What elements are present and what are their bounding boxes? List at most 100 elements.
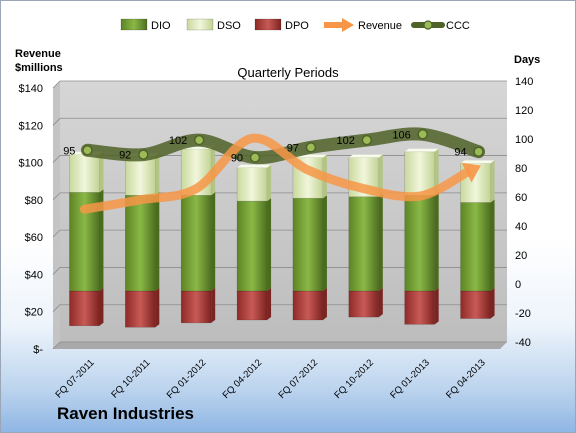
dpo-bar-side bbox=[267, 288, 272, 320]
ccc-marker bbox=[138, 149, 149, 160]
dso-bar-side bbox=[267, 164, 272, 202]
dpo-bar-side bbox=[211, 288, 216, 323]
left-tick-label: $140 bbox=[19, 83, 43, 95]
dio-bar bbox=[460, 202, 491, 292]
gridline-side bbox=[52, 192, 61, 201]
chart-title: Quarterly Periods bbox=[237, 65, 339, 80]
x-tick-label: FQ 04-2013 bbox=[444, 357, 488, 401]
dpo-bar bbox=[348, 290, 380, 318]
plot-floor bbox=[53, 342, 507, 349]
left-axis-title: $millions bbox=[15, 62, 63, 74]
x-tick-label: FQ 01-2013 bbox=[388, 357, 432, 401]
ccc-data-label: 106 bbox=[392, 129, 410, 141]
dpo-bar bbox=[460, 290, 491, 319]
gridline-side bbox=[52, 267, 61, 275]
dpo-bar bbox=[125, 290, 156, 328]
dpo-bar-side bbox=[490, 288, 495, 319]
ccc-marker bbox=[361, 134, 373, 146]
dio-bar-side bbox=[378, 193, 383, 291]
legend-swatch-dio bbox=[120, 18, 148, 31]
x-tick-label: FQ 10-2011 bbox=[109, 357, 152, 400]
dpo-bar bbox=[69, 290, 100, 327]
dpo-bar bbox=[404, 290, 435, 325]
dpo-bar-side bbox=[322, 288, 327, 320]
ccc-data-label: 102 bbox=[336, 135, 354, 147]
right-tick-label: 140 bbox=[515, 76, 533, 88]
dso-bar-side bbox=[99, 151, 104, 193]
legend-swatch-ccc-marker bbox=[423, 20, 433, 30]
ccc-marker bbox=[473, 146, 484, 157]
plot-side-wall bbox=[53, 81, 60, 349]
dso-bar-side bbox=[490, 160, 495, 203]
legend-swatch-dpo bbox=[254, 18, 282, 31]
dio-bar bbox=[236, 200, 268, 292]
gridline-side bbox=[52, 341, 61, 350]
right-tick-label: 120 bbox=[515, 105, 533, 117]
company-name: Raven Industries bbox=[57, 404, 194, 423]
dso-bar-side bbox=[434, 148, 439, 196]
legend-swatch-dso bbox=[186, 18, 214, 31]
dio-bar-side bbox=[99, 189, 104, 291]
dio-bar bbox=[180, 195, 212, 292]
right-tick-label: -20 bbox=[515, 308, 531, 320]
right-tick-label: 80 bbox=[515, 163, 527, 175]
left-tick-label: $100 bbox=[19, 158, 43, 170]
legend-label: Revenue bbox=[358, 20, 402, 32]
left-tick-label: $80 bbox=[25, 195, 43, 207]
dio-bar bbox=[292, 197, 324, 292]
dpo-bar bbox=[180, 290, 212, 324]
dio-bar-side bbox=[267, 198, 272, 291]
gridline-side bbox=[52, 304, 61, 312]
dso-bar-top bbox=[237, 164, 272, 168]
ccc-data-label: 94 bbox=[454, 147, 466, 159]
legend-label: DPO bbox=[285, 20, 309, 32]
ccc-data-label: 90 bbox=[231, 153, 243, 165]
bars bbox=[69, 145, 495, 328]
ccc-marker bbox=[305, 142, 317, 153]
dso-bar-top bbox=[348, 154, 383, 158]
dpo-bar bbox=[236, 290, 268, 321]
right-tick-label: 0 bbox=[515, 279, 521, 291]
dio-bar bbox=[404, 195, 435, 292]
dso-bar-top bbox=[404, 148, 439, 152]
dso-bar bbox=[236, 167, 268, 202]
right-tick-label: -40 bbox=[515, 337, 531, 349]
legend-label: DSO bbox=[217, 20, 241, 32]
gridline-side bbox=[52, 118, 61, 126]
dpo-bar bbox=[292, 290, 324, 321]
right-tick-label: 40 bbox=[515, 221, 527, 233]
right-axis-title: Days bbox=[514, 54, 540, 66]
left-tick-label: $20 bbox=[25, 307, 43, 319]
dso-bar bbox=[404, 151, 435, 196]
dio-bar bbox=[348, 196, 380, 292]
gridline-side bbox=[52, 229, 61, 238]
revenue-arrowhead bbox=[461, 162, 481, 183]
dso-bar-top bbox=[460, 160, 495, 164]
left-tick-label: $60 bbox=[25, 232, 43, 244]
ccc-marker bbox=[193, 134, 205, 146]
ccc-data-label: 102 bbox=[169, 135, 187, 147]
dio-bar-side bbox=[322, 195, 327, 291]
ccc-marker bbox=[417, 129, 428, 140]
left-tick-label: $- bbox=[33, 344, 43, 356]
dpo-bar-side bbox=[434, 288, 439, 325]
dpo-bar-side bbox=[99, 288, 104, 326]
revenue-line bbox=[79, 133, 472, 214]
dso-bar-side bbox=[155, 153, 160, 196]
dio-bar-side bbox=[211, 192, 216, 291]
x-tick-label: FQ 07-2011 bbox=[53, 357, 96, 400]
right-tick-label: 20 bbox=[515, 250, 527, 262]
left-axis-title: Revenue bbox=[15, 48, 61, 60]
x-tick-label: FQ 10-2012 bbox=[332, 357, 376, 401]
gridline-side bbox=[52, 80, 61, 89]
left-tick-label: $40 bbox=[25, 269, 43, 281]
legend-label: CCC bbox=[446, 20, 470, 32]
right-tick-label: 100 bbox=[515, 134, 533, 146]
dso-bar bbox=[69, 154, 100, 193]
dio-bar-side bbox=[490, 199, 495, 291]
legend-swatch-revenue-head bbox=[342, 18, 354, 32]
dio-bar bbox=[125, 195, 156, 292]
left-tick-label: $120 bbox=[19, 120, 43, 132]
ccc-data-label: 95 bbox=[63, 145, 75, 157]
